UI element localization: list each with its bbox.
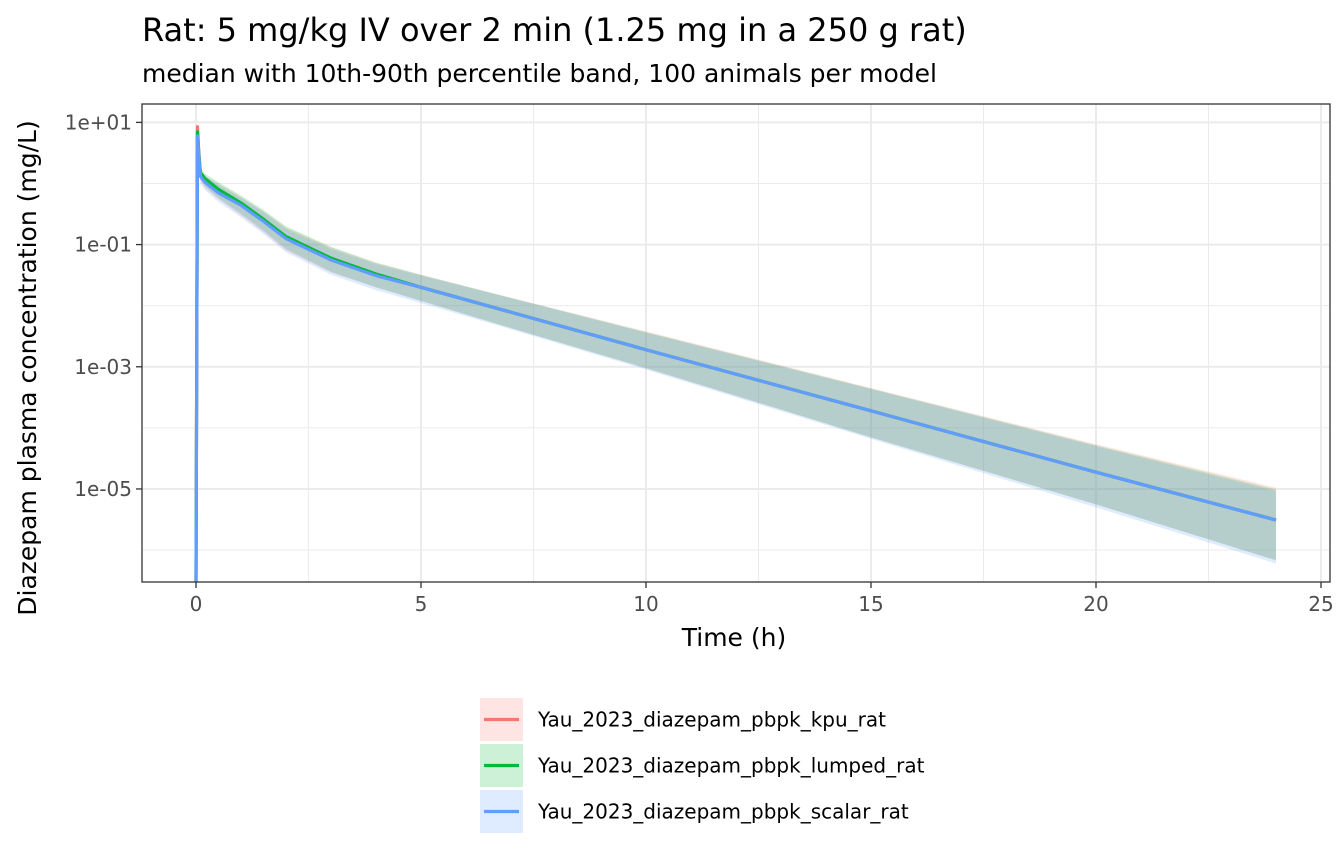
y-tick-label: 1e+01 (65, 110, 132, 134)
x-tick-label: 5 (415, 592, 428, 616)
y-axis-title: Diazepam plasma concentration (mg/L) (13, 120, 42, 615)
x-tick-label: 25 (1308, 592, 1333, 616)
x-tick-label: 15 (858, 592, 883, 616)
x-tick-label: 10 (633, 592, 658, 616)
percentile-band (196, 123, 1276, 587)
legend: Yau_2023_diazepam_pbpk_kpu_rat Yau_2023_d… (480, 698, 925, 833)
x-tick-label: 0 (190, 592, 203, 616)
legend-item: Yau_2023_diazepam_pbpk_kpu_rat (480, 698, 886, 741)
legend-label: Yau_2023_diazepam_pbpk_kpu_rat (537, 708, 886, 732)
legend-label: Yau_2023_diazepam_pbpk_scalar_rat (537, 800, 909, 824)
y-tick-label: 1e-03 (74, 355, 132, 379)
legend-label: Yau_2023_diazepam_pbpk_lumped_rat (537, 754, 925, 778)
legend-item: Yau_2023_diazepam_pbpk_scalar_rat (480, 790, 909, 833)
legend-item: Yau_2023_diazepam_pbpk_lumped_rat (480, 744, 925, 787)
percentile-band (196, 131, 1276, 587)
median-line (194, 134, 1277, 583)
x-axis-title: Time (h) (681, 623, 786, 652)
y-tick-label: 1e-05 (74, 477, 132, 501)
plot-area: 0 5 10 15 20 25 1e+01 1e-01 1e-03 1e-05 (65, 103, 1334, 616)
chart-subtitle: median with 10th-90th percentile band, 1… (142, 59, 937, 88)
y-tick-label: 1e-01 (74, 233, 132, 257)
panel-border (141, 103, 1331, 583)
percentile-band (196, 128, 1276, 587)
x-tick-label: 20 (1083, 592, 1108, 616)
chart-title: Rat: 5 mg/kg IV over 2 min (1.25 mg in a… (142, 11, 967, 49)
